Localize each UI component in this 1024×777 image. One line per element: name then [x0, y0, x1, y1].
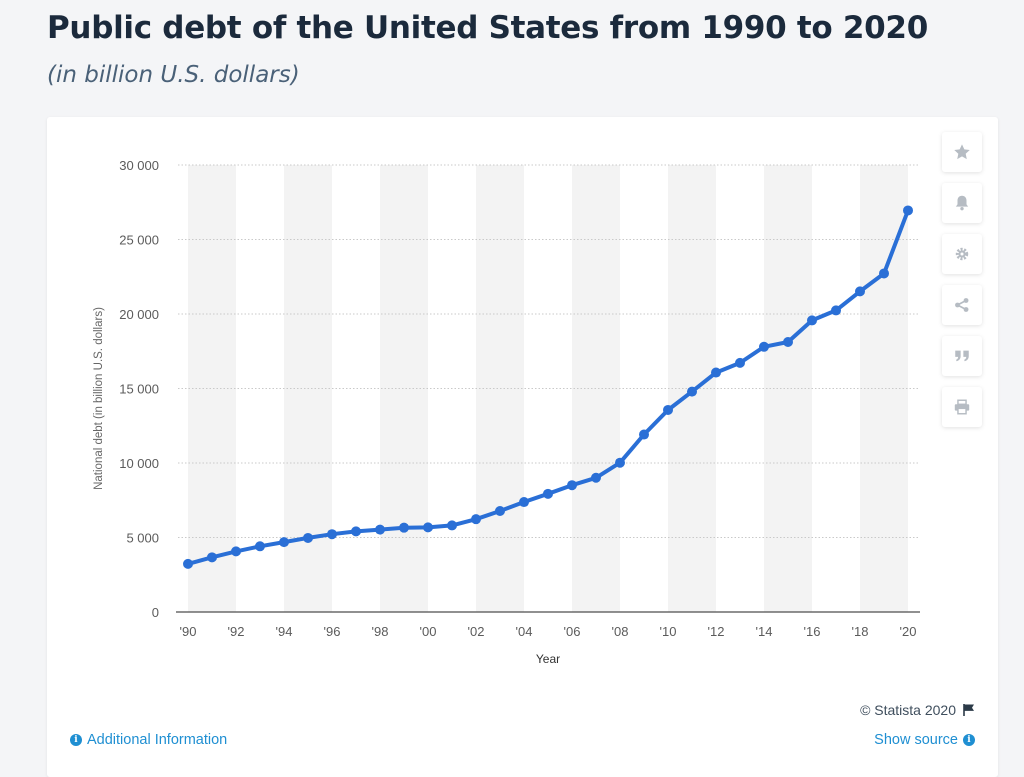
data-point[interactable]	[783, 337, 793, 348]
chart-card: 0 5 000 10 000 15 000 20 000 25 000 30 000 '90…	[47, 117, 998, 777]
print-button[interactable]	[942, 387, 982, 427]
data-point[interactable]	[879, 268, 889, 279]
show-source-label: Show source	[874, 732, 958, 748]
copyright-text: © Statista 2020	[860, 702, 956, 718]
line-chart: 0 5 000 10 000 15 000 20 000 25 000 30 000 '90…	[93, 158, 920, 666]
y-tick-label: 10 000	[119, 456, 159, 471]
data-point[interactable]	[687, 386, 697, 397]
data-point[interactable]	[615, 457, 625, 468]
x-tick-label: '10	[660, 624, 677, 639]
data-point[interactable]	[375, 524, 385, 535]
data-point[interactable]	[903, 205, 913, 216]
x-axis-label: Year	[536, 652, 560, 666]
data-point[interactable]	[543, 488, 553, 499]
x-tick-label: '16	[804, 624, 821, 639]
copyright-notice: © Statista 2020	[860, 702, 976, 718]
data-point[interactable]	[423, 522, 433, 533]
data-point[interactable]	[279, 537, 289, 548]
y-axis-label: National debt (in billion U.S. dollars)	[93, 307, 105, 490]
data-point[interactable]	[231, 546, 241, 557]
additional-information-label: Additional Information	[87, 732, 228, 748]
data-point[interactable]	[759, 341, 769, 352]
data-point[interactable]	[447, 520, 457, 531]
data-point[interactable]	[327, 529, 337, 540]
print-icon	[954, 399, 970, 415]
favorite-button[interactable]	[942, 132, 982, 172]
info-icon: i	[963, 734, 975, 746]
page-title: Public debt of the United States from 19…	[47, 10, 928, 46]
x-tick-label: '12	[708, 624, 725, 639]
x-tick-label: '94	[276, 624, 293, 639]
data-point[interactable]	[735, 357, 745, 368]
quote-icon	[955, 350, 969, 362]
data-point[interactable]	[639, 429, 649, 440]
data-point[interactable]	[255, 541, 265, 552]
x-tick-label: '06	[564, 624, 581, 639]
x-tick-label: '90	[180, 624, 197, 639]
data-point[interactable]	[351, 526, 361, 537]
data-point[interactable]	[495, 505, 505, 516]
show-source-link[interactable]: Show source i	[874, 732, 975, 748]
info-icon: i	[70, 734, 82, 746]
additional-information-link[interactable]: i Additional Information	[70, 732, 227, 748]
x-tick-label: '00	[420, 624, 437, 639]
settings-button[interactable]	[942, 234, 982, 274]
data-point[interactable]	[183, 558, 193, 569]
data-point[interactable]	[207, 552, 217, 563]
data-point[interactable]	[303, 532, 313, 543]
cite-button[interactable]	[942, 336, 982, 376]
data-point[interactable]	[567, 480, 577, 491]
share-button[interactable]	[942, 285, 982, 325]
x-tick-label: '20	[900, 624, 917, 639]
chart-toolbar	[942, 132, 982, 438]
x-tick-label: '04	[516, 624, 533, 639]
bell-icon	[955, 195, 969, 211]
notification-button[interactable]	[942, 183, 982, 223]
y-tick-label: 20 000	[119, 307, 159, 322]
data-point[interactable]	[807, 315, 817, 326]
y-tick-label: 30 000	[119, 158, 159, 173]
x-tick-label: '92	[228, 624, 245, 639]
y-tick-label: 0	[152, 605, 159, 620]
x-tick-label: '18	[852, 624, 869, 639]
data-point[interactable]	[471, 514, 481, 525]
x-tick-label: '02	[468, 624, 485, 639]
data-point[interactable]	[591, 472, 601, 483]
y-tick-label: 15 000	[119, 382, 159, 397]
star-icon	[954, 144, 970, 160]
flag-icon	[963, 704, 974, 716]
data-point[interactable]	[855, 286, 865, 297]
data-point[interactable]	[711, 367, 721, 378]
data-point[interactable]	[831, 305, 841, 316]
data-point[interactable]	[519, 497, 529, 508]
page-subtitle: (in billion U.S. dollars)	[47, 62, 300, 88]
data-point[interactable]	[399, 522, 409, 533]
x-tick-label: '08	[612, 624, 629, 639]
background-band	[188, 165, 236, 612]
gear-icon	[955, 247, 969, 261]
y-tick-label: 5 000	[126, 531, 159, 546]
x-tick-label: '14	[756, 624, 773, 639]
share-icon	[955, 298, 969, 312]
x-tick-label: '96	[324, 624, 341, 639]
y-tick-label: 25 000	[119, 233, 159, 248]
data-point[interactable]	[663, 404, 673, 415]
x-tick-label: '98	[372, 624, 389, 639]
